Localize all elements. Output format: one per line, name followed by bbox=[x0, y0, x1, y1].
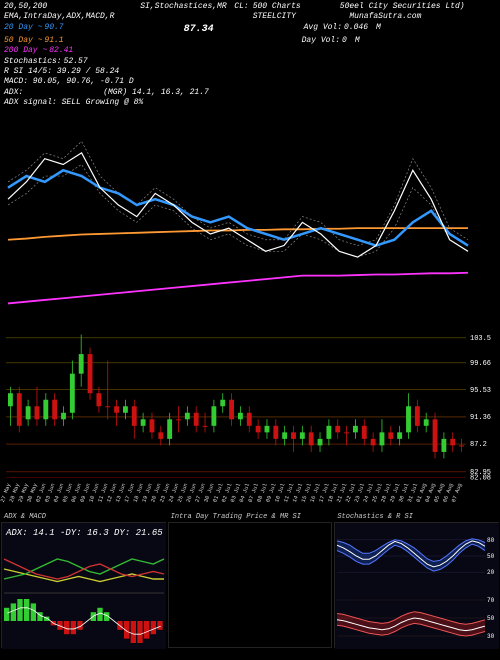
svg-text:80: 80 bbox=[487, 537, 495, 544]
main-chart-panel bbox=[0, 0, 500, 320]
candle-chart-panel: 103.599.6695.5391.3687.282.9582.0827 May… bbox=[0, 320, 500, 510]
svg-text:87.2: 87.2 bbox=[470, 441, 487, 449]
svg-text:50: 50 bbox=[487, 615, 495, 622]
svg-text:91.36: 91.36 bbox=[470, 414, 491, 422]
svg-text:99.66: 99.66 bbox=[470, 360, 491, 368]
svg-text:103.5: 103.5 bbox=[470, 335, 491, 343]
adx-macd-svg: ADX: 14.1 -DY: 16.3 DY: 21.65 bbox=[2, 523, 166, 649]
stoch-rsi-title: Stochastics & R SI bbox=[337, 513, 413, 521]
intraday-title: Intra Day Trading Price & MR SI bbox=[171, 513, 301, 521]
svg-text:82.08: 82.08 bbox=[470, 474, 491, 482]
stoch-rsi-panel: Stochastics & R SI 805020705030 bbox=[334, 522, 499, 648]
intraday-panel: Intra Day Trading Price & MR SI bbox=[168, 522, 333, 648]
chart-container: 20,50,200 EMA,IntraDay,ADX,MACD,R SI,Sto… bbox=[0, 0, 500, 660]
bottom-panels: ADX & MACD ADX: 14.1 -DY: 16.3 DY: 21.65… bbox=[0, 520, 500, 650]
candle-chart-svg: 103.599.6695.5391.3687.282.9582.0827 May… bbox=[0, 320, 500, 510]
svg-text:20: 20 bbox=[487, 569, 495, 576]
adx-macd-title: ADX & MACD bbox=[4, 513, 46, 521]
svg-text:30: 30 bbox=[487, 633, 495, 640]
svg-text:70: 70 bbox=[487, 597, 495, 604]
svg-text:50: 50 bbox=[487, 553, 495, 560]
main-chart-svg bbox=[0, 0, 500, 320]
svg-text:ADX: 14.1 -DY: 16.3 DY: 21.65: ADX: 14.1 -DY: 16.3 DY: 21.65 bbox=[5, 528, 163, 538]
stoch-rsi-svg: 80 50 20 70 50 30 bbox=[335, 523, 499, 649]
svg-text:95.53: 95.53 bbox=[470, 387, 491, 395]
adx-macd-panel: ADX & MACD ADX: 14.1 -DY: 16.3 DY: 21.65 bbox=[1, 522, 166, 648]
